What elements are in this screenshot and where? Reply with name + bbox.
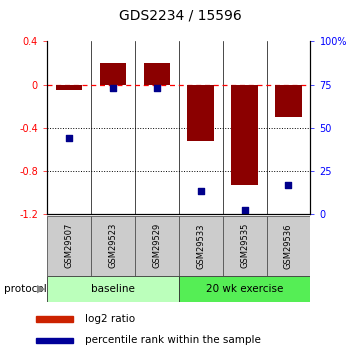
Bar: [144, 63, 170, 85]
Point: [198, 189, 204, 194]
Text: protocol: protocol: [4, 284, 46, 294]
Point: [242, 208, 248, 213]
Text: percentile rank within the sample: percentile rank within the sample: [85, 335, 261, 345]
Bar: [275, 85, 302, 117]
Text: GSM29523: GSM29523: [108, 223, 117, 268]
Bar: [47, 276, 179, 302]
Text: GSM29529: GSM29529: [152, 223, 161, 268]
Text: baseline: baseline: [91, 284, 135, 294]
Text: GSM29533: GSM29533: [196, 223, 205, 268]
Bar: [36, 316, 73, 322]
Bar: [179, 276, 310, 302]
Bar: [179, 216, 223, 276]
Text: log2 ratio: log2 ratio: [85, 314, 135, 324]
Bar: [223, 216, 266, 276]
Text: GSM29535: GSM29535: [240, 223, 249, 268]
Point: [110, 85, 116, 91]
Bar: [135, 216, 179, 276]
Bar: [36, 338, 73, 343]
Point: [66, 135, 72, 141]
Bar: [231, 85, 258, 185]
Bar: [91, 216, 135, 276]
Text: GSM29536: GSM29536: [284, 223, 293, 268]
Text: 20 wk exercise: 20 wk exercise: [206, 284, 283, 294]
Point: [154, 85, 160, 91]
Bar: [100, 63, 126, 85]
Bar: [187, 85, 214, 141]
Text: GSM29507: GSM29507: [64, 223, 73, 268]
Bar: [47, 216, 91, 276]
Text: GDS2234 / 15596: GDS2234 / 15596: [119, 9, 242, 23]
Bar: [266, 216, 310, 276]
Bar: [56, 85, 82, 90]
Text: ▶: ▶: [37, 284, 46, 294]
Point: [286, 182, 291, 187]
